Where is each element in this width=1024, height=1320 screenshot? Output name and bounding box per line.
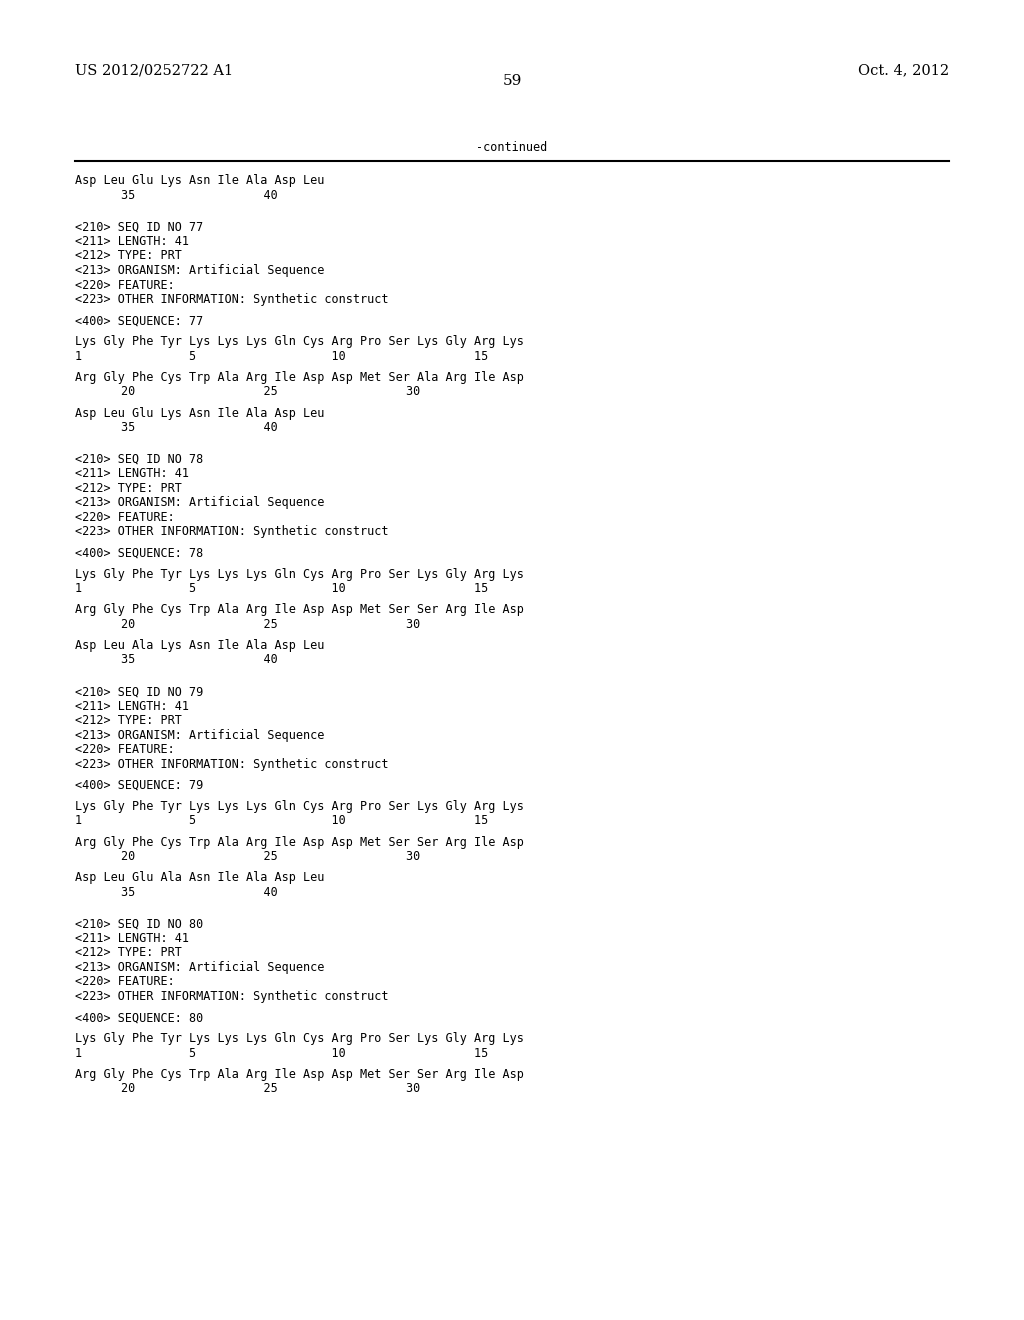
Text: Lys Gly Phe Tyr Lys Lys Lys Gln Cys Arg Pro Ser Lys Gly Arg Lys: Lys Gly Phe Tyr Lys Lys Lys Gln Cys Arg … (75, 568, 523, 581)
Text: <213> ORGANISM: Artificial Sequence: <213> ORGANISM: Artificial Sequence (75, 729, 325, 742)
Text: Oct. 4, 2012: Oct. 4, 2012 (858, 63, 949, 78)
Text: <210> SEQ ID NO 78: <210> SEQ ID NO 78 (75, 453, 203, 466)
Text: <212> TYPE: PRT: <212> TYPE: PRT (75, 482, 181, 495)
Text: Asp Leu Glu Lys Asn Ile Ala Asp Leu: Asp Leu Glu Lys Asn Ile Ala Asp Leu (75, 174, 325, 187)
Text: <211> LENGTH: 41: <211> LENGTH: 41 (75, 467, 188, 480)
Text: Lys Gly Phe Tyr Lys Lys Lys Gln Cys Arg Pro Ser Lys Gly Arg Lys: Lys Gly Phe Tyr Lys Lys Lys Gln Cys Arg … (75, 800, 523, 813)
Text: Arg Gly Phe Cys Trp Ala Arg Ile Asp Asp Met Ser Ala Arg Ile Asp: Arg Gly Phe Cys Trp Ala Arg Ile Asp Asp … (75, 371, 523, 384)
Text: <400> SEQUENCE: 80: <400> SEQUENCE: 80 (75, 1011, 203, 1024)
Text: <210> SEQ ID NO 77: <210> SEQ ID NO 77 (75, 220, 203, 234)
Text: <223> OTHER INFORMATION: Synthetic construct: <223> OTHER INFORMATION: Synthetic const… (75, 525, 388, 539)
Text: <223> OTHER INFORMATION: Synthetic construct: <223> OTHER INFORMATION: Synthetic const… (75, 758, 388, 771)
Text: Arg Gly Phe Cys Trp Ala Arg Ile Asp Asp Met Ser Ser Arg Ile Asp: Arg Gly Phe Cys Trp Ala Arg Ile Asp Asp … (75, 1068, 523, 1081)
Text: <220> FEATURE:: <220> FEATURE: (75, 743, 174, 756)
Text: <212> TYPE: PRT: <212> TYPE: PRT (75, 714, 181, 727)
Text: Asp Leu Glu Ala Asn Ile Ala Asp Leu: Asp Leu Glu Ala Asn Ile Ala Asp Leu (75, 871, 325, 884)
Text: <220> FEATURE:: <220> FEATURE: (75, 279, 174, 292)
Text: 59: 59 (503, 74, 521, 88)
Text: 20                  25                  30: 20 25 30 (121, 618, 420, 631)
Text: <400> SEQUENCE: 77: <400> SEQUENCE: 77 (75, 314, 203, 327)
Text: 1               5                   10                  15: 1 5 10 15 (75, 1047, 488, 1060)
Text: <400> SEQUENCE: 78: <400> SEQUENCE: 78 (75, 546, 203, 560)
Text: 1               5                   10                  15: 1 5 10 15 (75, 350, 488, 363)
Text: Asp Leu Glu Lys Asn Ile Ala Asp Leu: Asp Leu Glu Lys Asn Ile Ala Asp Leu (75, 407, 325, 420)
Text: <210> SEQ ID NO 80: <210> SEQ ID NO 80 (75, 917, 203, 931)
Text: US 2012/0252722 A1: US 2012/0252722 A1 (75, 63, 232, 78)
Text: 35                  40: 35 40 (121, 189, 278, 202)
Text: <213> ORGANISM: Artificial Sequence: <213> ORGANISM: Artificial Sequence (75, 961, 325, 974)
Text: 20                  25                  30: 20 25 30 (121, 1082, 420, 1096)
Text: Arg Gly Phe Cys Trp Ala Arg Ile Asp Asp Met Ser Ser Arg Ile Asp: Arg Gly Phe Cys Trp Ala Arg Ile Asp Asp … (75, 603, 523, 616)
Text: Lys Gly Phe Tyr Lys Lys Lys Gln Cys Arg Pro Ser Lys Gly Arg Lys: Lys Gly Phe Tyr Lys Lys Lys Gln Cys Arg … (75, 1032, 523, 1045)
Text: 1               5                   10                  15: 1 5 10 15 (75, 814, 488, 828)
Text: <211> LENGTH: 41: <211> LENGTH: 41 (75, 235, 188, 248)
Text: <211> LENGTH: 41: <211> LENGTH: 41 (75, 700, 188, 713)
Text: 1               5                   10                  15: 1 5 10 15 (75, 582, 488, 595)
Text: Arg Gly Phe Cys Trp Ala Arg Ile Asp Asp Met Ser Ser Arg Ile Asp: Arg Gly Phe Cys Trp Ala Arg Ile Asp Asp … (75, 836, 523, 849)
Text: <212> TYPE: PRT: <212> TYPE: PRT (75, 249, 181, 263)
Text: <211> LENGTH: 41: <211> LENGTH: 41 (75, 932, 188, 945)
Text: <400> SEQUENCE: 79: <400> SEQUENCE: 79 (75, 779, 203, 792)
Text: <213> ORGANISM: Artificial Sequence: <213> ORGANISM: Artificial Sequence (75, 496, 325, 510)
Text: 20                  25                  30: 20 25 30 (121, 385, 420, 399)
Text: <210> SEQ ID NO 79: <210> SEQ ID NO 79 (75, 685, 203, 698)
Text: -continued: -continued (476, 141, 548, 154)
Text: 20                  25                  30: 20 25 30 (121, 850, 420, 863)
Text: <220> FEATURE:: <220> FEATURE: (75, 511, 174, 524)
Text: 35                  40: 35 40 (121, 886, 278, 899)
Text: <212> TYPE: PRT: <212> TYPE: PRT (75, 946, 181, 960)
Text: Asp Leu Ala Lys Asn Ile Ala Asp Leu: Asp Leu Ala Lys Asn Ile Ala Asp Leu (75, 639, 325, 652)
Text: Lys Gly Phe Tyr Lys Lys Lys Gln Cys Arg Pro Ser Lys Gly Arg Lys: Lys Gly Phe Tyr Lys Lys Lys Gln Cys Arg … (75, 335, 523, 348)
Text: <223> OTHER INFORMATION: Synthetic construct: <223> OTHER INFORMATION: Synthetic const… (75, 990, 388, 1003)
Text: <213> ORGANISM: Artificial Sequence: <213> ORGANISM: Artificial Sequence (75, 264, 325, 277)
Text: 35                  40: 35 40 (121, 421, 278, 434)
Text: <223> OTHER INFORMATION: Synthetic construct: <223> OTHER INFORMATION: Synthetic const… (75, 293, 388, 306)
Text: <220> FEATURE:: <220> FEATURE: (75, 975, 174, 989)
Text: 35                  40: 35 40 (121, 653, 278, 667)
